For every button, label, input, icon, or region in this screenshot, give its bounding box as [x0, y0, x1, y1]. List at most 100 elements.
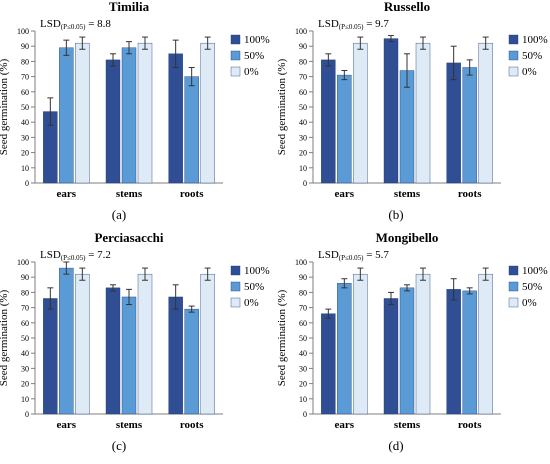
y-tick-label: 90 [299, 273, 307, 282]
legend-swatch-50% [508, 281, 519, 292]
legend-label-100%: 100% [244, 265, 270, 277]
x-tick-label-roots: roots [180, 419, 204, 431]
x-tick-label-roots: roots [458, 188, 482, 200]
bar-roots-0% [478, 42, 493, 184]
bar-stems-50% [399, 287, 415, 415]
bar-stems-100% [105, 59, 121, 184]
y-tick-label: 0 [25, 179, 29, 188]
y-tick-label: 20 [299, 149, 307, 158]
legend-swatch-100% [508, 265, 519, 276]
y-tick-label: 100 [17, 258, 29, 267]
chart-title: Russello [384, 0, 430, 14]
bar-ears-0% [75, 273, 90, 415]
x-tick-label-ears: ears [57, 188, 77, 200]
y-tick-label: 30 [299, 364, 307, 373]
y-tick-label: 60 [299, 88, 307, 97]
legend-swatch-100% [230, 265, 241, 276]
bar-stems-0% [415, 273, 431, 415]
y-tick-label: 80 [299, 288, 307, 297]
bar-roots-100% [168, 296, 183, 415]
bar-ears-100% [321, 59, 336, 184]
bar-ears-50% [59, 267, 74, 415]
y-tick-label: 20 [21, 380, 29, 389]
bar-stems-100% [383, 38, 399, 184]
legend-swatch-100% [230, 34, 241, 45]
bar-ears-0% [353, 42, 368, 184]
y-tick-label: 100 [295, 258, 307, 267]
legend-swatch-0% [508, 66, 519, 77]
y-tick-label: 80 [299, 57, 307, 66]
lsd-annotation: LSD(P≤0.05) = 8.8 [40, 18, 111, 31]
legend-swatch-100% [508, 34, 519, 45]
bar-stems-0% [137, 273, 153, 415]
bar-stems-100% [105, 287, 121, 415]
y-tick-label: 0 [303, 410, 307, 419]
legend-swatch-0% [230, 66, 241, 77]
chart-title: Timilia [109, 0, 150, 14]
y-tick-label: 100 [295, 27, 307, 36]
y-tick-label: 50 [21, 334, 29, 343]
lsd-annotation: LSD(P≤0.05) = 9.7 [318, 18, 389, 31]
y-tick-label: 50 [299, 334, 307, 343]
bar-roots-0% [200, 42, 215, 184]
y-tick-label: 50 [21, 103, 29, 112]
y-tick-label: 40 [21, 118, 29, 127]
y-tick-label: 70 [299, 73, 307, 82]
bar-roots-100% [168, 53, 183, 184]
bar-ears-0% [75, 42, 90, 184]
y-tick-label: 80 [21, 57, 29, 66]
y-tick-label: 30 [21, 133, 29, 142]
bar-ears-100% [43, 298, 58, 415]
legend-label-100%: 100% [522, 34, 548, 46]
legend-label-0%: 0% [522, 297, 537, 309]
legend-label-50%: 50% [244, 281, 264, 293]
bar-roots-50% [184, 308, 199, 415]
x-tick-label-ears: ears [335, 188, 355, 200]
bar-roots-50% [184, 76, 199, 184]
chart-panel-0: Timilia LSD(P≤0.05) = 8.8 Seed germination… [0, 0, 270, 200]
legend-label-100%: 100% [522, 265, 548, 277]
legend-label-0%: 0% [244, 66, 259, 78]
legend-label-50%: 50% [522, 50, 542, 62]
bar-ears-50% [337, 283, 352, 415]
x-tick-label-stems: stems [394, 188, 421, 200]
x-tick-label-roots: roots [458, 419, 482, 431]
y-tick-label: 40 [299, 118, 307, 127]
legend-label-50%: 50% [522, 281, 542, 293]
y-tick-label: 70 [21, 304, 29, 313]
bar-ears-100% [321, 313, 336, 415]
bar-roots-50% [462, 290, 477, 415]
y-tick-label: 60 [21, 319, 29, 328]
y-tick-label: 90 [21, 42, 29, 51]
y-tick-label: 10 [299, 395, 307, 404]
bar-stems-0% [415, 42, 431, 184]
bar-stems-50% [121, 296, 137, 415]
bar-roots-100% [446, 62, 461, 184]
x-tick-label-ears: ears [57, 419, 77, 431]
chart-panel-3: Mongibello LSD(P≤0.05) = 5.7 Seed germinat… [276, 230, 548, 431]
y-tick-label: 100 [17, 27, 29, 36]
bar-roots-0% [478, 273, 493, 415]
legend-label-100%: 100% [244, 34, 270, 46]
y-tick-label: 70 [21, 73, 29, 82]
x-tick-label-stems: stems [116, 419, 143, 431]
legend-label-0%: 0% [522, 66, 537, 78]
x-tick-label-stems: stems [394, 419, 421, 431]
legend-label-50%: 50% [244, 50, 264, 62]
y-tick-label: 60 [299, 319, 307, 328]
legend-swatch-0% [508, 297, 519, 308]
panel-label-b: (b) [388, 207, 404, 222]
bar-ears-50% [337, 74, 352, 184]
chart-panel-1: Russello LSD(P≤0.05) = 9.7 Seed germinatio… [276, 0, 548, 200]
y-tick-label: 30 [21, 364, 29, 373]
legend-swatch-50% [230, 50, 241, 61]
y-tick-label: 20 [299, 380, 307, 389]
y-tick-label: 70 [299, 304, 307, 313]
chart-panel-2: Perciasacchi LSD(P≤0.05) = 7.2 Seed germin… [0, 230, 270, 431]
bar-stems-0% [137, 42, 153, 184]
x-tick-label-ears: ears [335, 419, 355, 431]
legend-swatch-0% [230, 297, 241, 308]
panel-label-a: (a) [111, 207, 127, 222]
